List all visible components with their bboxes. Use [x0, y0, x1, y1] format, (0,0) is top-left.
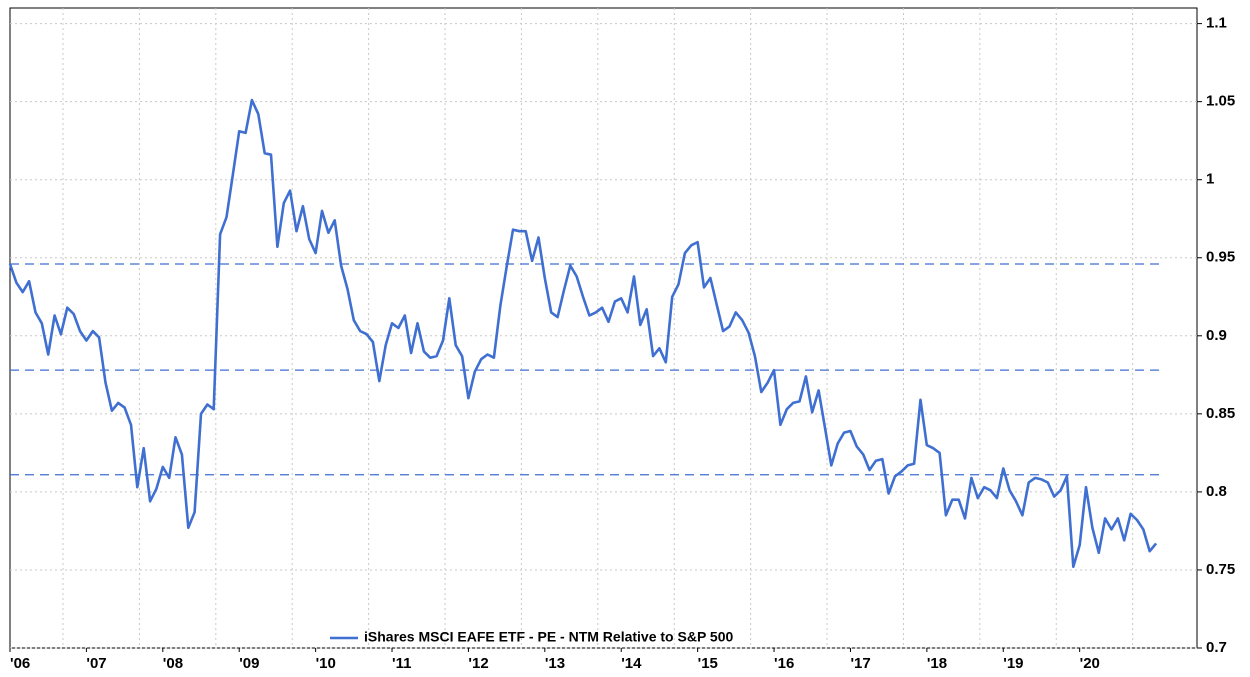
x-tick-label: '12 [468, 655, 488, 672]
y-tick-label: 1 [1206, 171, 1214, 188]
x-tick-label: '19 [1003, 655, 1023, 672]
plot-frame [9, 7, 1198, 649]
x-tick-label: '14 [621, 655, 642, 672]
y-tick-label: 1.1 [1206, 15, 1227, 32]
x-tick-label: '15 [698, 655, 718, 672]
x-tick-label: '13 [545, 655, 565, 672]
series-line [8, 98, 1158, 569]
y-tick-label: 0.95 [1206, 249, 1235, 266]
y-tick-label: 0.75 [1206, 561, 1235, 578]
y-tick-label: 0.7 [1206, 639, 1227, 656]
x-tick-label: '07 [86, 655, 106, 672]
x-tick-label: '10 [316, 655, 336, 672]
x-tick-label: '16 [774, 655, 794, 672]
x-tick-label: '18 [927, 655, 947, 672]
x-tick-label: '06 [10, 655, 30, 672]
y-tick-label: 0.9 [1206, 327, 1227, 344]
y-tick-label: 0.85 [1206, 405, 1235, 422]
x-tick-label: '17 [850, 655, 870, 672]
y-tick-label: 0.8 [1206, 483, 1227, 500]
x-tick-label: '11 [392, 655, 411, 672]
x-tick-label: '08 [163, 655, 183, 672]
legend-label: iShares MSCI EAFE ETF - PE - NTM Relativ… [364, 629, 733, 645]
y-tick-label: 1.05 [1206, 93, 1235, 110]
x-tick-label: '09 [239, 655, 259, 672]
x-tick-label: '20 [1080, 655, 1100, 672]
